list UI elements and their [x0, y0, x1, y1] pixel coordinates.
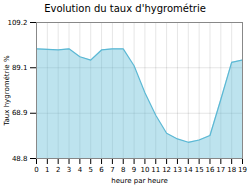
svg-text:16: 16 — [206, 166, 215, 174]
svg-text:15: 15 — [195, 166, 204, 174]
svg-text:9: 9 — [132, 166, 136, 174]
svg-text:8: 8 — [121, 166, 125, 174]
svg-text:13: 13 — [173, 166, 182, 174]
svg-text:68.9: 68.9 — [12, 109, 28, 117]
svg-text:19: 19 — [238, 166, 247, 174]
svg-text:3: 3 — [67, 166, 71, 174]
svg-text:5: 5 — [88, 166, 92, 174]
html-text:Evolution du taux d'hygrométri: Evolution du taux d'hygrométrie — [44, 3, 206, 14]
svg-text:11: 11 — [151, 166, 160, 174]
svg-text:48.8: 48.8 — [12, 155, 28, 163]
svg-text:6: 6 — [99, 166, 104, 174]
svg-text:Taux hygrométrie %: Taux hygrométrie % — [3, 55, 11, 126]
svg-text:14: 14 — [184, 166, 193, 174]
svg-text:heure par heure: heure par heure — [111, 177, 167, 185]
svg-text:17: 17 — [216, 166, 225, 174]
svg-text:2: 2 — [56, 166, 60, 174]
svg-text:89.1: 89.1 — [12, 64, 28, 72]
svg-text:18: 18 — [227, 166, 236, 174]
svg-text:1: 1 — [45, 166, 49, 174]
svg-text:10: 10 — [140, 166, 149, 174]
svg-text:12: 12 — [162, 166, 171, 174]
svg-text:109.2: 109.2 — [7, 19, 27, 27]
svg-text:7: 7 — [110, 166, 114, 174]
svg-text:0: 0 — [34, 166, 38, 174]
svg-text:4: 4 — [78, 166, 83, 174]
